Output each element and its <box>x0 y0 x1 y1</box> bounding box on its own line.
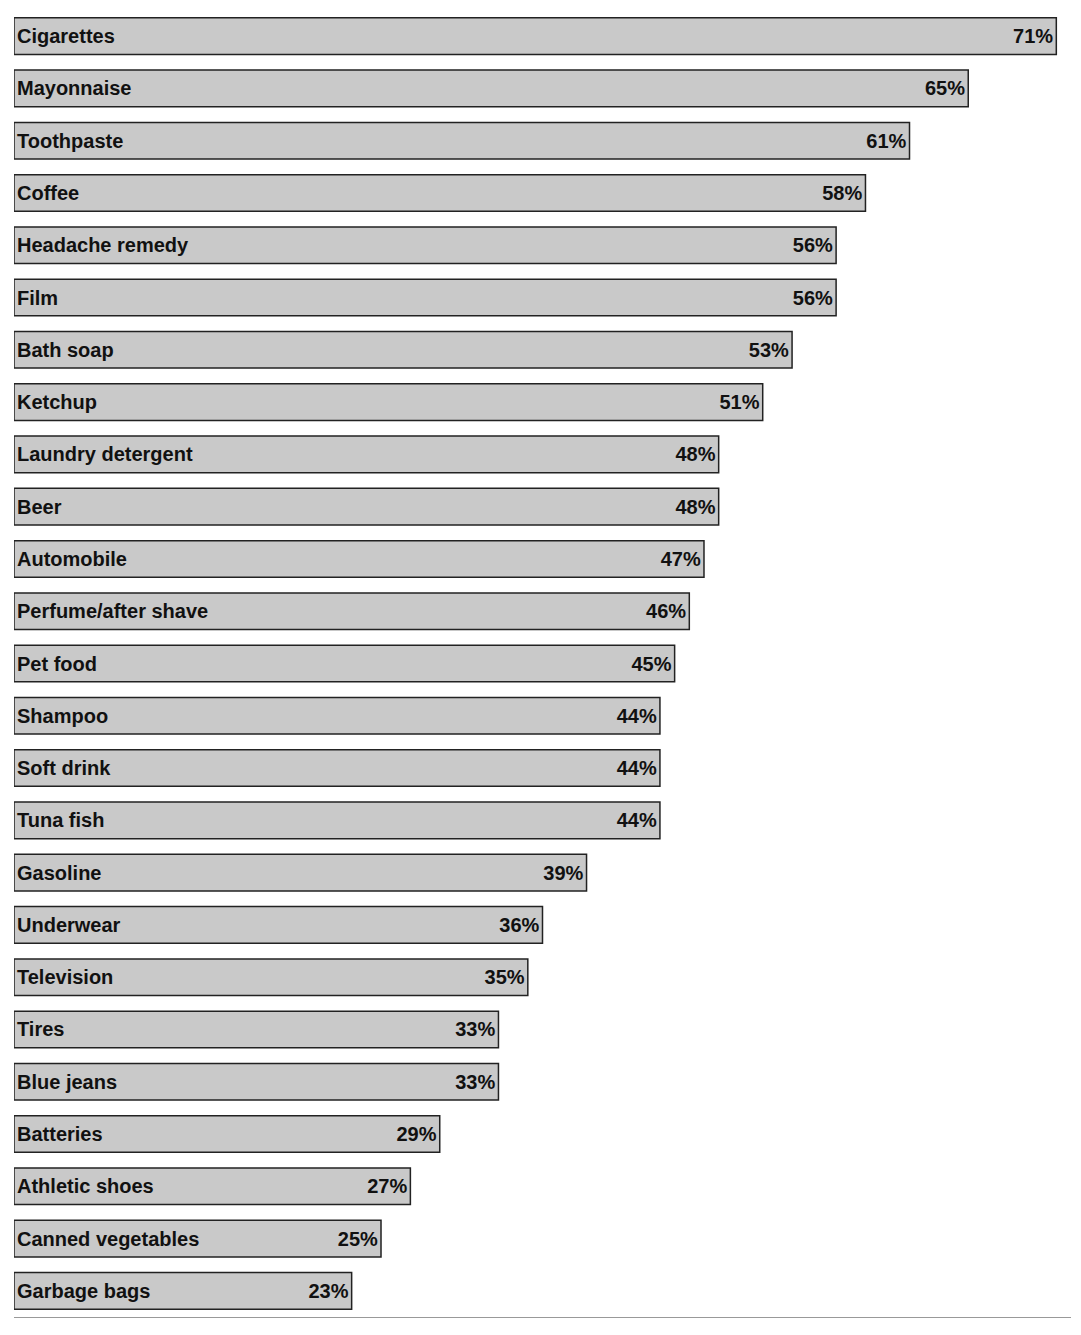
svg-text:56%: 56% <box>793 287 833 309</box>
svg-text:33%: 33% <box>455 1071 495 1093</box>
svg-text:48%: 48% <box>675 443 715 465</box>
svg-text:39%: 39% <box>543 862 583 884</box>
svg-text:36%: 36% <box>499 914 539 936</box>
svg-text:51%: 51% <box>719 391 759 413</box>
svg-text:Tuna fish: Tuna fish <box>17 809 104 831</box>
svg-text:35%: 35% <box>485 966 525 988</box>
svg-text:Batteries: Batteries <box>17 1123 103 1145</box>
svg-text:44%: 44% <box>617 705 657 727</box>
svg-text:Beer: Beer <box>17 496 62 518</box>
svg-text:44%: 44% <box>617 809 657 831</box>
svg-text:Perfume/after shave: Perfume/after shave <box>17 600 208 622</box>
svg-text:Canned vegetables: Canned vegetables <box>17 1228 199 1250</box>
svg-text:Garbage bags: Garbage bags <box>17 1280 150 1302</box>
svg-text:Cigarettes: Cigarettes <box>17 25 115 47</box>
svg-text:71%: 71% <box>1013 25 1053 47</box>
svg-text:Pet food: Pet food <box>17 653 97 675</box>
svg-text:Tires: Tires <box>17 1018 64 1040</box>
svg-text:Headache remedy: Headache remedy <box>17 234 189 256</box>
svg-text:Blue jeans: Blue jeans <box>17 1071 117 1093</box>
svg-text:Toothpaste: Toothpaste <box>17 130 123 152</box>
svg-text:53%: 53% <box>749 339 789 361</box>
svg-text:48%: 48% <box>675 496 715 518</box>
svg-text:44%: 44% <box>617 757 657 779</box>
svg-text:Athletic shoes: Athletic shoes <box>17 1175 154 1197</box>
svg-text:65%: 65% <box>925 77 965 99</box>
svg-text:Soft drink: Soft drink <box>17 757 111 779</box>
svg-text:Shampoo: Shampoo <box>17 705 108 727</box>
svg-text:Coffee: Coffee <box>17 182 79 204</box>
svg-text:29%: 29% <box>396 1123 436 1145</box>
svg-text:Mayonnaise: Mayonnaise <box>17 77 131 99</box>
svg-text:56%: 56% <box>793 234 833 256</box>
svg-text:Bath soap: Bath soap <box>17 339 114 361</box>
svg-text:45%: 45% <box>631 653 671 675</box>
svg-text:Gasoline: Gasoline <box>17 862 101 884</box>
svg-text:25%: 25% <box>338 1228 378 1250</box>
svg-text:61%: 61% <box>866 130 906 152</box>
svg-text:23%: 23% <box>308 1280 348 1302</box>
svg-text:58%: 58% <box>822 182 862 204</box>
svg-text:46%: 46% <box>646 600 686 622</box>
svg-text:27%: 27% <box>367 1175 407 1197</box>
svg-text:Underwear: Underwear <box>17 914 121 936</box>
svg-text:Film: Film <box>17 287 58 309</box>
svg-text:Automobile: Automobile <box>17 548 127 570</box>
svg-text:Television: Television <box>17 966 113 988</box>
svg-text:33%: 33% <box>455 1018 495 1040</box>
svg-text:Ketchup: Ketchup <box>17 391 97 413</box>
svg-text:47%: 47% <box>661 548 701 570</box>
svg-text:Laundry detergent: Laundry detergent <box>17 443 193 465</box>
